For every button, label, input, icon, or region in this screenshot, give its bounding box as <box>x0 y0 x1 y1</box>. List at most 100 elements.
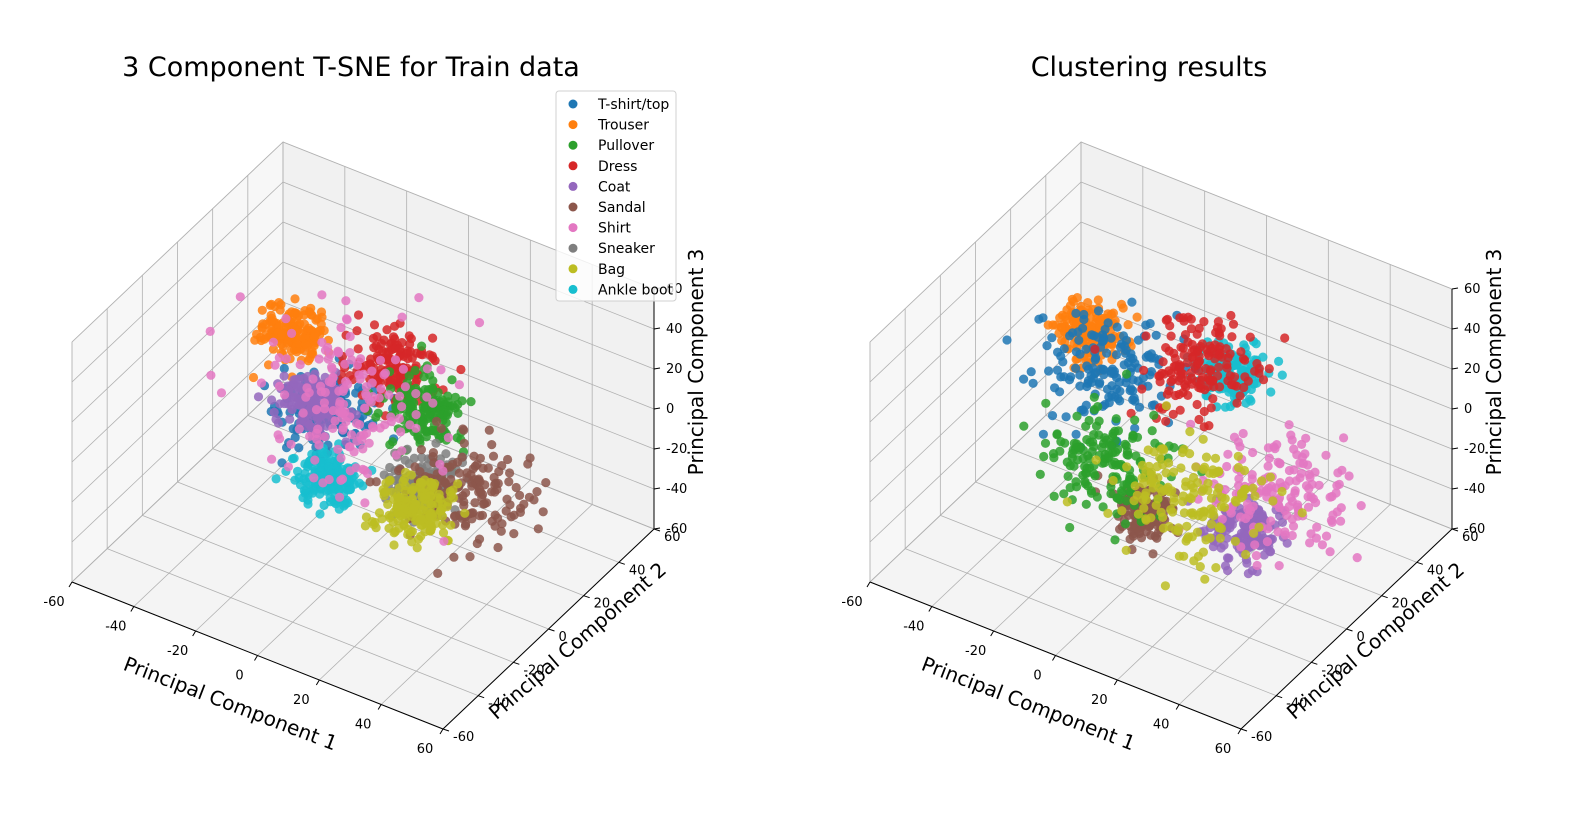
scatter-point <box>266 299 276 309</box>
cluster-shirt <box>205 290 485 546</box>
scatter-point <box>1325 492 1335 502</box>
scatter-point <box>501 506 511 516</box>
scatter-point <box>360 521 370 531</box>
scatter-point <box>1122 369 1132 379</box>
scatter-point <box>1273 527 1283 537</box>
gridline <box>1080 181 1453 330</box>
scatter-point <box>314 354 324 364</box>
scatter-point <box>1089 469 1099 479</box>
scatter-point <box>1167 486 1177 496</box>
scatter-point <box>1199 317 1209 327</box>
scatter-point <box>496 526 506 536</box>
scatter-point <box>1100 324 1110 334</box>
scatter-point <box>1043 320 1053 330</box>
scatter-point <box>303 462 313 472</box>
scatter-point <box>1112 493 1122 503</box>
scatter-point <box>337 474 348 484</box>
scatter-point <box>405 339 415 349</box>
scatter-point <box>1214 522 1224 532</box>
scatter-point <box>400 455 410 465</box>
scatter-point <box>497 461 507 471</box>
scatter-point <box>290 294 300 304</box>
scatter-point <box>1206 403 1216 413</box>
scatter-point <box>1254 368 1264 378</box>
scatter-point <box>1304 483 1314 494</box>
scatter-point <box>216 388 227 398</box>
scatter-point <box>1250 491 1260 501</box>
scatter-point <box>369 320 380 330</box>
chart-title: 3 Component T-SNE for Train data <box>122 52 580 83</box>
scatter-point <box>315 381 326 391</box>
scatter-point <box>1356 501 1366 511</box>
scatter-point <box>257 305 267 315</box>
scatter-point <box>396 427 406 437</box>
legend-frame <box>555 90 677 302</box>
scatter-point <box>292 399 302 409</box>
x-tick-label: -60 <box>841 595 862 610</box>
scatter-point <box>470 498 480 508</box>
scatter-point <box>1234 474 1244 484</box>
scatter-point <box>1040 438 1051 448</box>
scatter-point <box>345 412 355 422</box>
scatter-point <box>487 440 497 450</box>
scatter-point <box>1169 361 1179 372</box>
x-tick <box>377 704 382 710</box>
gridline <box>71 181 284 383</box>
scatter-point <box>345 331 355 342</box>
scatter-point <box>439 536 449 546</box>
scatter-point <box>1081 344 1091 354</box>
scatter-point <box>1233 451 1243 461</box>
scatter-point <box>1081 499 1091 509</box>
scatter-point <box>1314 480 1324 490</box>
scatter-point <box>1057 310 1068 320</box>
scatter-point <box>1061 412 1071 422</box>
scatter-point <box>1304 469 1314 480</box>
scatter-point <box>390 355 401 365</box>
scatter-point <box>1002 335 1012 345</box>
scatter-point <box>360 403 370 413</box>
z-tick <box>1451 447 1459 450</box>
y-tick-label: 60 <box>1462 530 1479 545</box>
scatter-point <box>1129 496 1139 506</box>
scatter-point <box>1094 430 1104 440</box>
scatter-point <box>466 397 476 407</box>
scatter-point <box>404 371 414 381</box>
scatter-point <box>267 395 277 405</box>
x-tick-label: -40 <box>105 620 126 635</box>
scatter-point <box>456 364 466 375</box>
scatter-point <box>511 482 521 493</box>
scatter-point <box>366 397 376 407</box>
scatter-point <box>1284 465 1294 476</box>
scatter-point <box>1104 452 1114 462</box>
scatter-point <box>1245 505 1255 515</box>
scatter-point <box>1257 476 1267 486</box>
y-tick-label: 20 <box>1392 597 1409 612</box>
scatter-point <box>1284 420 1294 430</box>
legend-marker <box>568 120 578 130</box>
scatter-point <box>1339 433 1349 443</box>
z-tick-label: -20 <box>666 442 687 457</box>
scatter-point <box>1106 333 1116 343</box>
scatter-point <box>309 332 319 342</box>
scatter-point <box>376 384 386 394</box>
scatter-point <box>1161 401 1171 411</box>
scatter-point <box>1291 476 1301 486</box>
scatter-point <box>361 382 371 392</box>
scatter-point <box>408 504 418 514</box>
scatter-point <box>1325 547 1335 557</box>
scatter-point <box>509 529 519 539</box>
scatter-point <box>345 348 355 358</box>
scatter-point <box>1090 344 1100 354</box>
x-tick-label: -60 <box>43 595 64 610</box>
scatter-point <box>504 477 514 487</box>
z-tick-label: -60 <box>666 522 687 537</box>
scatter-point <box>385 440 395 450</box>
scatter-point <box>1019 374 1029 384</box>
scatter-point <box>281 314 291 324</box>
scatter-point <box>1181 536 1191 546</box>
scatter-point <box>1098 502 1108 512</box>
scatter-point <box>1041 398 1051 408</box>
scatter-point <box>1175 405 1185 415</box>
scatter-point <box>1164 346 1174 356</box>
scatter-point <box>1179 350 1189 360</box>
